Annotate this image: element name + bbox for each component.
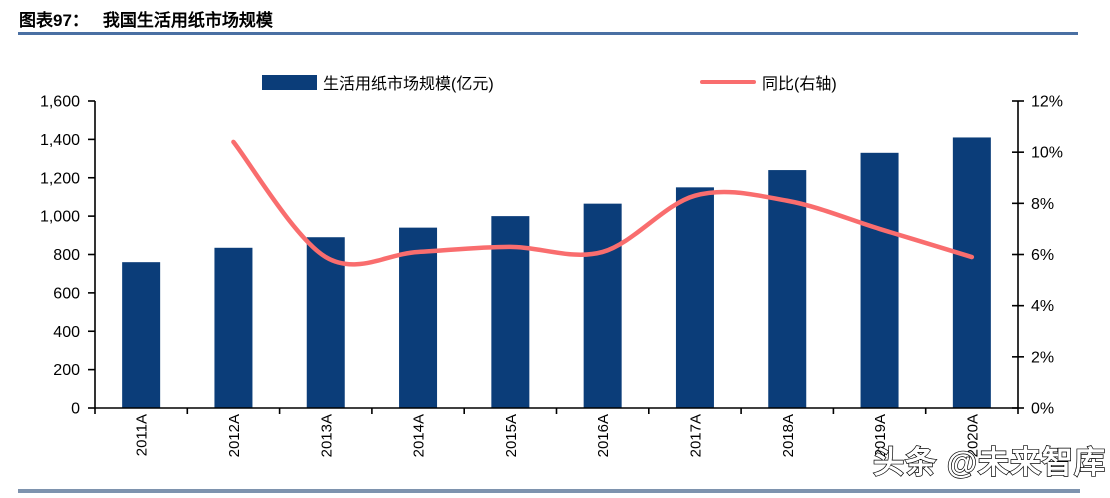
left-axis-tick-label: 1,600 [40,94,80,111]
bar-2014A [399,227,438,408]
left-axis-tick-label: 1,200 [40,170,80,187]
x-axis-category-label: 2019A [872,414,889,457]
bar-2017A [675,187,714,408]
left-axis-tick-label: 1,400 [40,132,80,149]
yoy-line [231,139,975,267]
left-axis-tick-label: 600 [53,285,80,302]
right-axis-tick-label: 12% [1031,94,1063,111]
legend-item-market-size: 生活用纸市场规模(亿元) [262,70,494,94]
x-axis-category-label: 2017A [687,414,704,457]
bar-2012A [214,247,253,408]
x-axis-category-label: 2013A [318,414,335,457]
legend-item-yoy: 同比(右轴) [700,70,837,94]
x-axis-category-label: 2020A [964,414,981,457]
legend-bar-label: 生活用纸市场规模(亿元) [323,76,494,93]
right-axis-tick-label: 2% [1031,349,1054,366]
bar-2011A [122,262,161,408]
right-axis-tick-label: 0% [1031,401,1054,418]
legend-line-label: 同比(右轴) [762,76,837,93]
bar-2019A [860,152,899,408]
title-divider [18,32,1078,35]
legend-line-swatch-icon [700,80,756,84]
watermark: 头条 @未来智库 [873,445,1106,480]
left-axis-tick-label: 200 [53,362,80,379]
bar-2020A [952,137,991,409]
bar-2016A [583,203,622,408]
figure-caption-label: 图表97： [19,11,89,30]
left-axis-tick-label: 0 [71,401,80,418]
chart-legend: 生活用纸市场规模(亿元) 同比(右轴) [0,70,1110,94]
left-axis-tick-label: 1,000 [40,209,80,226]
figure-caption-title: 我国生活用纸市场规模 [102,11,273,30]
bar-2018A [768,170,807,408]
footer-divider [18,489,1080,493]
x-axis-category-label: 2018A [780,414,797,457]
right-axis-tick-label: 8% [1031,196,1054,213]
x-axis-category-label: 2015A [503,414,520,457]
right-axis-tick-label: 4% [1031,298,1054,315]
legend-bar-swatch-icon [262,74,317,90]
figure-caption: 图表97： 我国生活用纸市场规模 [19,6,273,31]
left-axis-tick-label: 400 [53,324,80,341]
x-axis-category-label: 2012A [226,414,243,457]
x-axis-category-label: 2011A [134,414,151,456]
left-axis-tick-label: 800 [53,247,80,264]
right-axis-tick-label: 6% [1031,247,1054,264]
bar-2013A [306,237,345,408]
x-axis-category-label: 2016A [595,414,612,457]
right-axis-tick-label: 10% [1031,145,1063,162]
x-axis-category-label: 2014A [411,414,428,457]
